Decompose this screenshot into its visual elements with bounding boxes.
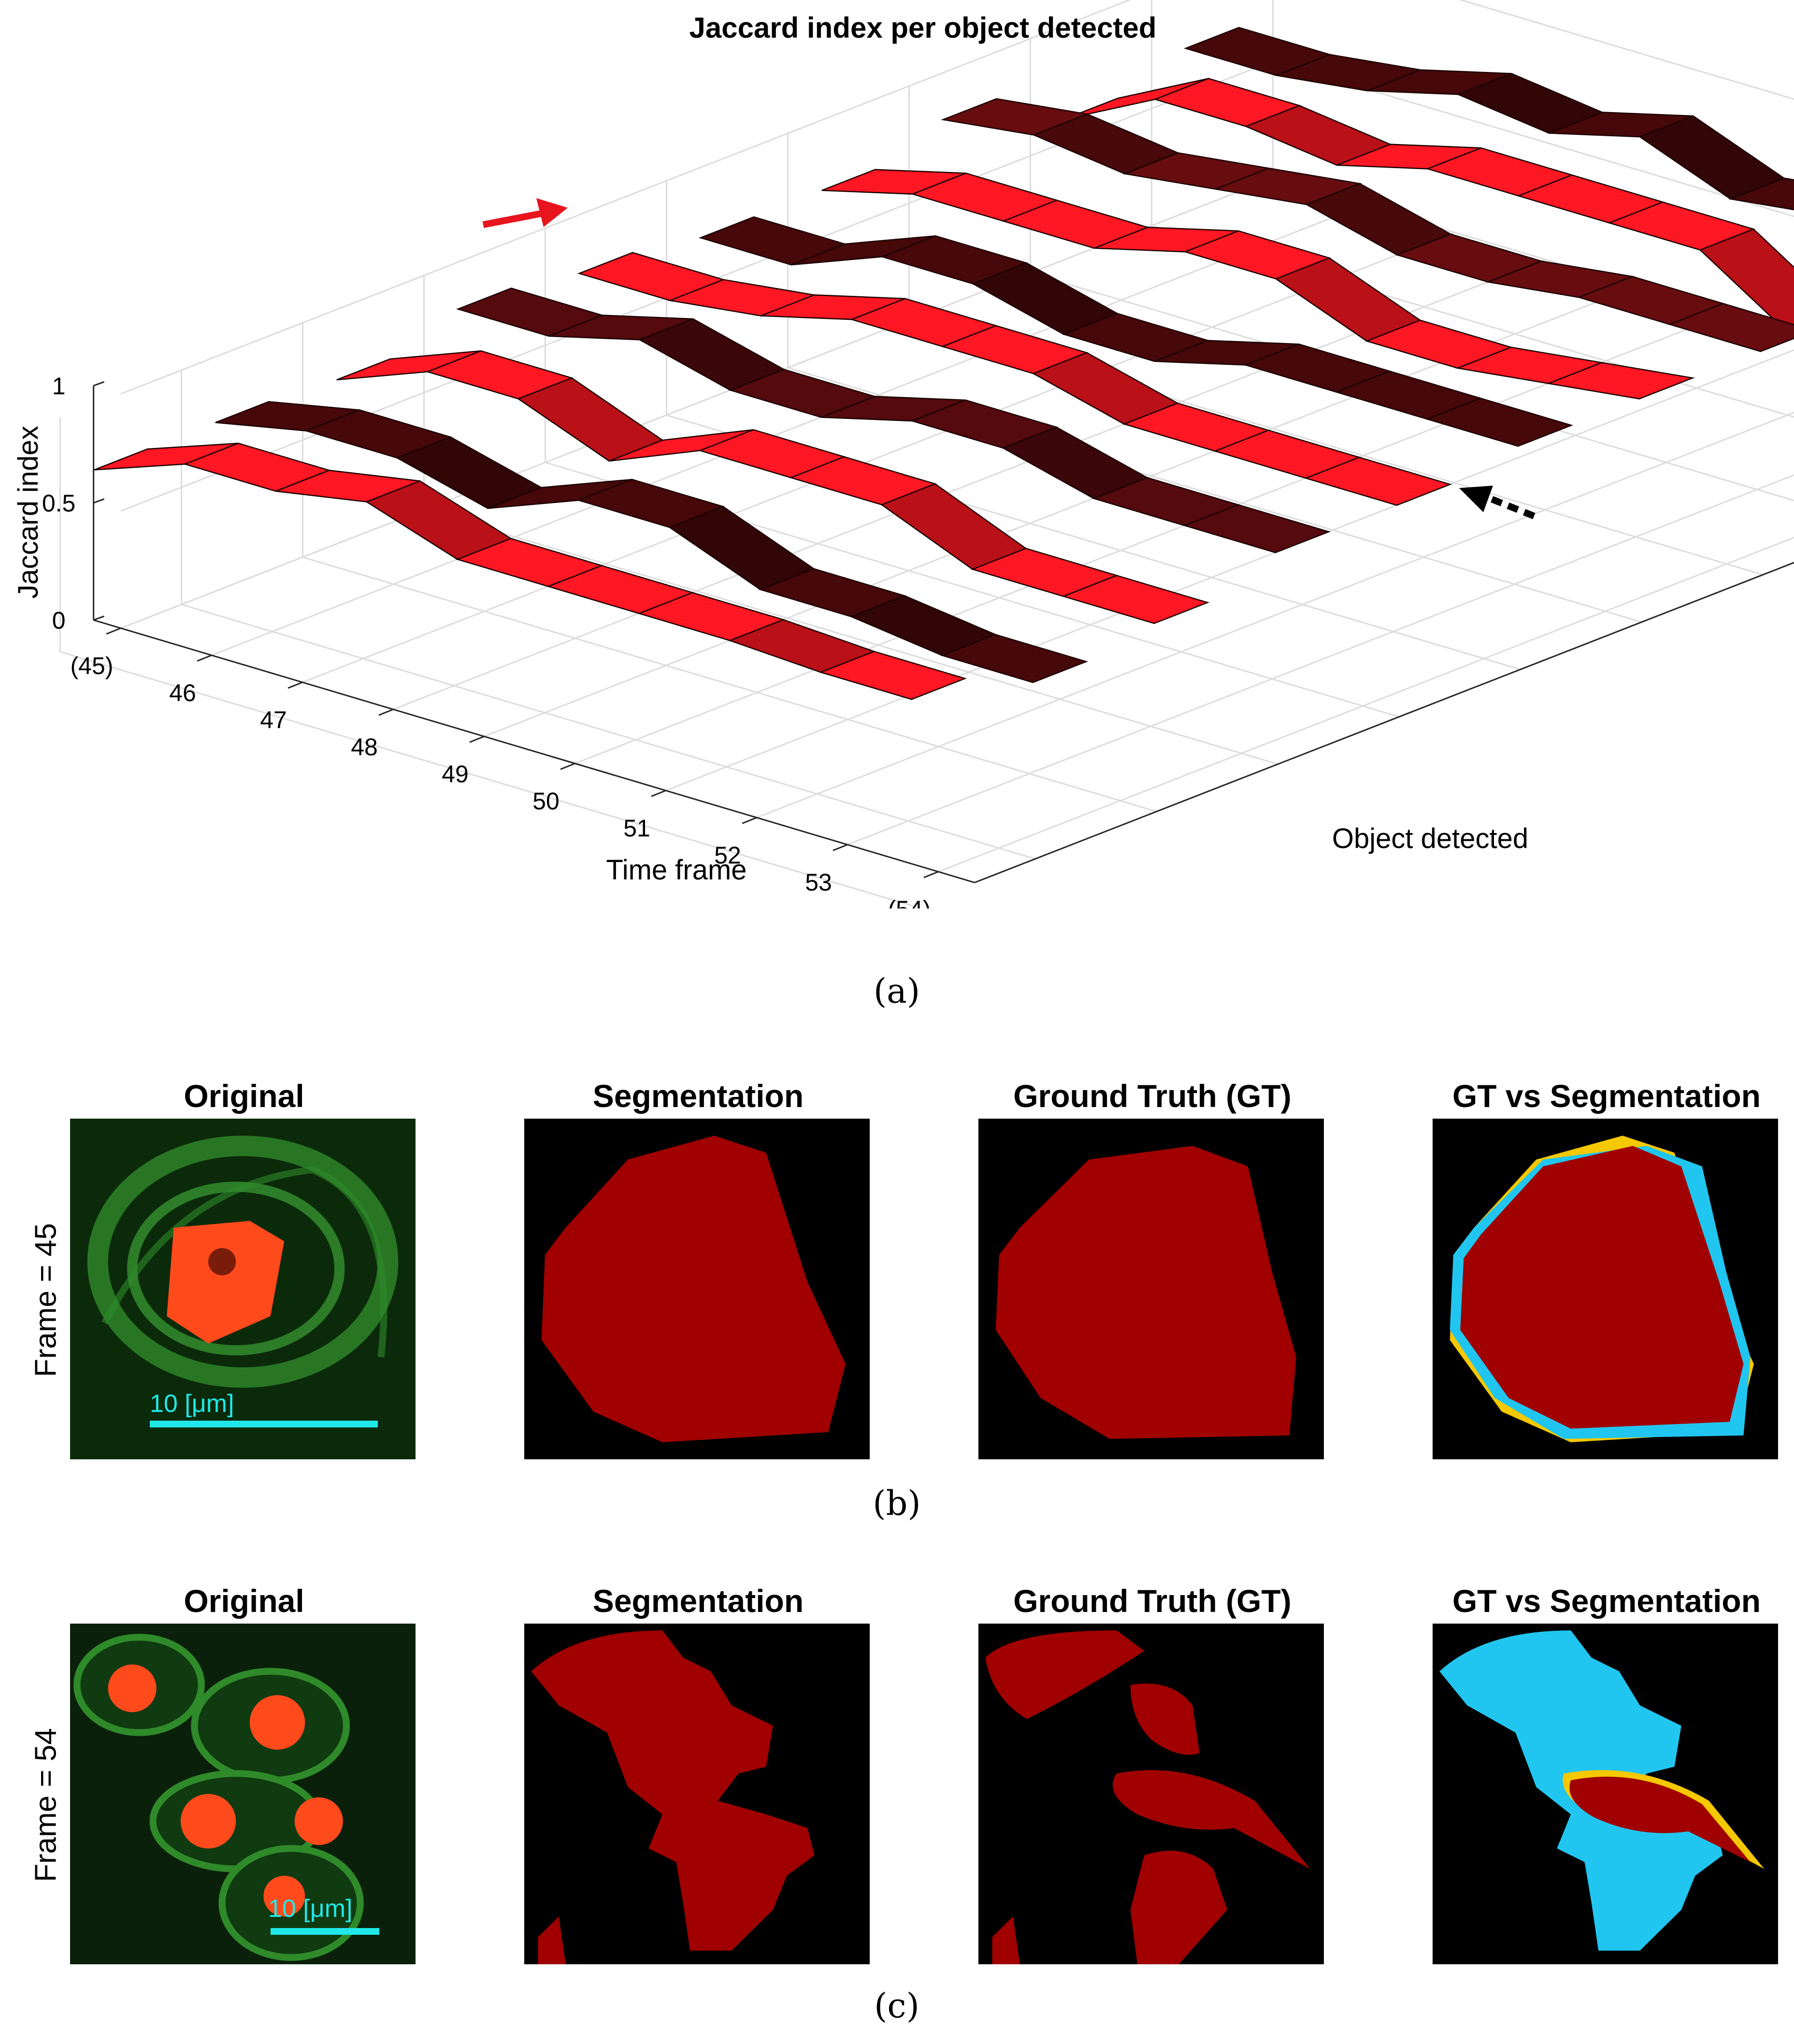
grid-time-line-6: [665, 349, 1794, 792]
time-tick-mark-4: [469, 735, 485, 743]
time-tick-mark-5: [560, 763, 575, 770]
time-tick-mark-3: [378, 708, 394, 716]
scalebar-label-b: 10 [μm]: [150, 1390, 234, 1418]
grid-time-line-2: [302, 231, 1455, 683]
z-tick-label-2: 1: [52, 373, 66, 400]
object-axis-line: [974, 561, 1794, 883]
z-axis-label: Jaccard index: [13, 426, 44, 599]
x-axis-label: Time frame: [606, 854, 746, 886]
panel-title-gt-b: Ground Truth (GT): [1013, 1078, 1292, 1114]
grid-time-line-7: [756, 412, 1794, 819]
chart-grid: [59, 0, 1794, 907]
ribbon-object-1: [94, 443, 967, 700]
ribbon-10-segment-6: [1728, 177, 1794, 211]
time-tick-label-3: 48: [351, 734, 378, 761]
gt-vs-seg-frame-54: [1433, 1624, 1778, 1964]
ribbon-object-6: [698, 216, 1574, 447]
time-tick-mark-2: [287, 681, 303, 689]
ribbon-object-9: [1064, 78, 1794, 337]
scalebar-b: [150, 1421, 378, 1427]
ground-truth-frame-45: [978, 1119, 1324, 1459]
grid-z-back-line-1: [1273, 60, 1794, 217]
grid-object-line-2: [302, 556, 1157, 812]
ribbon-8-segment-8: [1667, 302, 1794, 352]
panel-title-segmentation-b: Segmentation: [592, 1078, 804, 1114]
original-frame-54: [70, 1624, 416, 1964]
panel-title-segmentation-c: Segmentation: [592, 1583, 804, 1619]
panel-title-gtvsseg-c: GT vs Segmentation: [1452, 1583, 1761, 1619]
time-tick-label-2: 47: [260, 706, 287, 734]
ribbon-object-2: [215, 401, 1089, 683]
ribbon-5-segment-8: [1304, 457, 1452, 506]
ribbon-6-segment-8: [1425, 397, 1574, 447]
z-tick-mark-1: [93, 498, 105, 504]
grid-object-line-0: [60, 651, 915, 907]
time-tick-mark-0: [106, 627, 121, 635]
grid-time-line-0: [120, 177, 1274, 629]
jaccard-3d-chart: 0 0.5 1 (45) 46 47 48 49 50 51 52 53 (54) Jaccard in…: [13, 0, 1794, 908]
panel-title-gtvsseg-b: GT vs Segmentation: [1452, 1078, 1761, 1114]
ground-truth-frame-54: [978, 1624, 1324, 1964]
panel-title-original-b: Original: [184, 1078, 304, 1114]
ribbon-9-segment-7: [1699, 228, 1794, 337]
time-tick-label-9: (54): [888, 896, 931, 908]
segmentation-frame-45: [524, 1119, 870, 1459]
grid-z-line-2: [120, 0, 1132, 395]
dotted-black-arrow: [1459, 486, 1536, 519]
original-frame-45: [70, 1119, 416, 1459]
ribbon-object-8: [941, 98, 1794, 352]
ribbon-2-segment-8: [940, 633, 1089, 683]
ribbon-object-5: [577, 252, 1452, 506]
time-tick-mark-9: [923, 871, 939, 878]
time-tick-label-6: 51: [623, 815, 650, 842]
ribbon-object-10: [1183, 27, 1794, 211]
time-tick-mark-1: [197, 654, 212, 662]
z-tick-label-0: 0: [52, 607, 66, 634]
time-tick-label-0: (45): [71, 652, 114, 679]
ribbon-object-7: [821, 169, 1695, 400]
segmentation-frame-54: [524, 1624, 870, 1964]
panel-title-original-c: Original: [184, 1583, 304, 1619]
ribbon-7-segment-8: [1546, 362, 1695, 400]
y-axis-label: Object detected: [1332, 823, 1528, 854]
chart-ticks: 0 0.5 1 (45) 46 47 48 49 50 51 52 53 (54): [42, 373, 939, 908]
gt-vs-seg-frame-45: [1433, 1119, 1778, 1459]
grid-time-line-1: [211, 204, 1364, 656]
grid-time-line-8: [847, 474, 1794, 846]
row-label-frame-54: Frame = 54: [29, 1728, 63, 1882]
grid-object-line-3: [424, 509, 1278, 765]
grid-time-line-5: [574, 313, 1728, 764]
panel-title-gt-c: Ground Truth (GT): [1013, 1583, 1292, 1619]
scalebar-c: [271, 1928, 379, 1935]
time-tick-label-4: 49: [442, 761, 469, 788]
time-tick-label-8: 53: [805, 869, 832, 896]
solid-red-arrow: [482, 198, 568, 228]
caption-c: (c): [874, 1986, 919, 2026]
ribbon-object-3: [336, 350, 1210, 624]
time-tick-mark-7: [742, 817, 757, 824]
chart-ribbons: [94, 27, 1794, 700]
time-axis-line: [93, 619, 975, 883]
scalebar-label-c: 10 [μm]: [268, 1895, 353, 1923]
caption-a: (a): [873, 971, 920, 1011]
grid-object-line-1: [181, 604, 1036, 860]
chart-title: Jaccard index per object detected: [689, 12, 1156, 44]
time-tick-label-1: 46: [169, 679, 196, 706]
z-tick-label-1: 0.5: [42, 490, 76, 517]
grid-z-back-line-2: [1458, 0, 1794, 100]
row-label-frame-45: Frame = 45: [29, 1223, 63, 1377]
grid-time-line-3: [393, 259, 1546, 710]
time-tick-mark-6: [651, 790, 666, 797]
time-tick-mark-8: [832, 844, 848, 851]
time-tick-label-7: 52: [714, 842, 741, 869]
ribbon-3-segment-8: [1061, 575, 1210, 624]
ribbon-4-segment-8: [1182, 504, 1331, 553]
caption-b: (b): [873, 1483, 921, 1523]
z-tick-mark-0: [93, 615, 105, 621]
ribbon-1-segment-8: [818, 650, 967, 700]
z-tick-mark-2: [93, 381, 105, 387]
time-tick-label-5: 50: [532, 788, 560, 815]
ribbon-object-4: [456, 288, 1331, 553]
grid-time-line-9: [938, 536, 1794, 873]
